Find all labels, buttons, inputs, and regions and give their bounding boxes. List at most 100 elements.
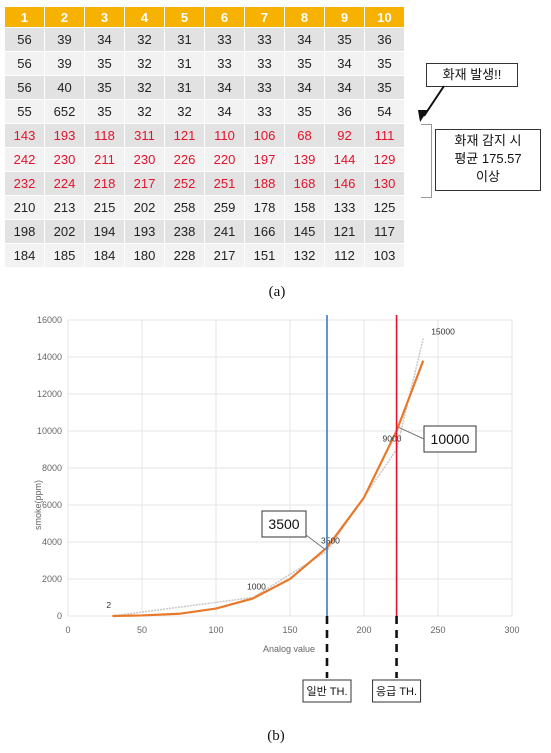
table-cell: 188 <box>244 171 285 196</box>
table-row: 184 185 184 180 228 217 151 132 112 103 <box>4 243 405 268</box>
detect-line-1: 화재 감지 시 <box>454 133 522 148</box>
x-tick-label: 200 <box>356 625 371 635</box>
threshold-lines: 일반 TH. 3500 응급 TH. 10000 <box>261 315 477 703</box>
table-row: 55 652 35 32 32 34 33 35 36 54 <box>4 99 405 124</box>
threshold-value-label: 10000 <box>431 431 470 447</box>
table-cell: 144 <box>324 147 365 172</box>
table-cell: 35 <box>284 99 325 124</box>
table-cell: 111 <box>364 123 405 148</box>
table-cell: 55 <box>4 99 45 124</box>
threshold-label: 일반 TH. <box>306 684 347 698</box>
table-cell: 32 <box>124 27 165 52</box>
table-cell: 125 <box>364 195 405 220</box>
table-cell: 40 <box>44 75 85 100</box>
table-cell: 194 <box>84 219 125 244</box>
header-cell: 8 <box>284 6 325 28</box>
table-cell: 210 <box>4 195 45 220</box>
table-cell: 202 <box>124 195 165 220</box>
measured-series-line <box>112 338 424 617</box>
caption-a: (a) <box>268 284 286 300</box>
table-cell: 56 <box>4 51 45 76</box>
table-cell: 217 <box>124 171 165 196</box>
table-cell: 213 <box>44 195 85 220</box>
table-cell: 33 <box>244 75 285 100</box>
detect-line-3: 이상 <box>476 169 500 184</box>
threshold-value-box <box>261 510 307 538</box>
threshold-label-box <box>302 679 352 703</box>
header-cell: 2 <box>44 6 85 28</box>
x-tick-label: 150 <box>282 625 297 635</box>
table-cell: 220 <box>204 147 245 172</box>
table-cell: 110 <box>204 123 245 148</box>
header-cell: 6 <box>204 6 245 28</box>
table-cell: 193 <box>124 219 165 244</box>
table-cell: 224 <box>44 171 85 196</box>
table-cell: 54 <box>364 99 405 124</box>
x-tick-label: 0 <box>65 625 70 635</box>
header-cell: 1 <box>4 6 45 28</box>
table-row: 242 230 211 230 226 220 197 139 144 129 <box>4 147 405 172</box>
table-cell: 139 <box>284 147 325 172</box>
table-cell: 197 <box>244 147 285 172</box>
table-row: 56 39 34 32 31 33 33 34 35 36 <box>4 27 405 52</box>
table-cell: 35 <box>324 27 365 52</box>
table-cell: 251 <box>204 171 245 196</box>
table-cell: 33 <box>244 27 285 52</box>
table-cell: 34 <box>84 27 125 52</box>
table-cell: 118 <box>84 123 125 148</box>
x-tick-label: 100 <box>208 625 223 635</box>
callout-connector <box>305 534 326 550</box>
table-row: 198 202 194 193 238 241 166 145 121 117 <box>4 219 405 244</box>
table-cell: 143 <box>4 123 45 148</box>
table-cell: 151 <box>244 243 285 268</box>
smoke-chart: 0 2000 4000 6000 8000 10000 12000 14000 16000 0 50… <box>33 315 520 703</box>
point-label: 2 <box>106 600 111 610</box>
table-cell: 238 <box>164 219 205 244</box>
table-cell: 35 <box>364 51 405 76</box>
table-cell: 130 <box>364 171 405 196</box>
y-tick-label: 4000 <box>42 537 62 547</box>
table-cell: 121 <box>164 123 205 148</box>
table-row: 143 193 118 311 121 110 106 68 92 111 <box>4 123 405 148</box>
x-axis-label: Analog value <box>263 644 315 654</box>
threshold-label: 응급 TH. <box>376 685 417 698</box>
fitted-series-line <box>112 360 425 618</box>
table-cell: 252 <box>164 171 205 196</box>
detect-average-callout: 화재 감지 시 평균 175.57 이상 <box>435 129 541 191</box>
y-tick-label: 8000 <box>42 463 62 473</box>
sensor-value-table: 1 2 3 4 5 6 7 8 9 10 56 39 34 32 31 33 33 34 35 36 56 39 35 32… <box>4 6 405 268</box>
header-cell: 9 <box>324 6 365 28</box>
table-cell: 184 <box>84 243 125 268</box>
table-cell: 31 <box>164 27 205 52</box>
fire-callout: 화재 발생!! <box>426 63 518 87</box>
table-row: 56 39 35 32 31 33 33 35 34 35 <box>4 51 405 76</box>
point-label: 3500 <box>321 535 340 545</box>
table-cell: 217 <box>204 243 245 268</box>
table-cell: 232 <box>4 171 45 196</box>
table-cell: 34 <box>324 75 365 100</box>
chart-ticks: 0 2000 4000 6000 8000 10000 12000 14000 16000 0 50… <box>37 315 520 635</box>
x-tick-label: 300 <box>504 625 519 635</box>
table-cell: 117 <box>364 219 405 244</box>
table-row: 232 224 218 217 252 251 188 168 146 130 <box>4 171 405 196</box>
y-tick-label: 10000 <box>37 426 62 436</box>
table-cell: 32 <box>124 51 165 76</box>
table-cell: 258 <box>164 195 205 220</box>
chart-series <box>112 338 425 618</box>
table-cell: 36 <box>364 27 405 52</box>
y-tick-label: 14000 <box>37 352 62 362</box>
table-cell: 166 <box>244 219 285 244</box>
table-cell: 31 <box>164 75 205 100</box>
y-tick-label: 16000 <box>37 315 62 325</box>
table-cell: 230 <box>44 147 85 172</box>
table-cell: 103 <box>364 243 405 268</box>
table-cell: 226 <box>164 147 205 172</box>
y-tick-label: 0 <box>57 611 62 621</box>
table-cell: 132 <box>284 243 325 268</box>
table-cell: 202 <box>44 219 85 244</box>
table-cell: 39 <box>44 51 85 76</box>
threshold-value-box <box>423 425 477 453</box>
fire-arrow <box>418 85 445 122</box>
y-tick-label: 12000 <box>37 389 62 399</box>
y-tick-label: 6000 <box>42 500 62 510</box>
